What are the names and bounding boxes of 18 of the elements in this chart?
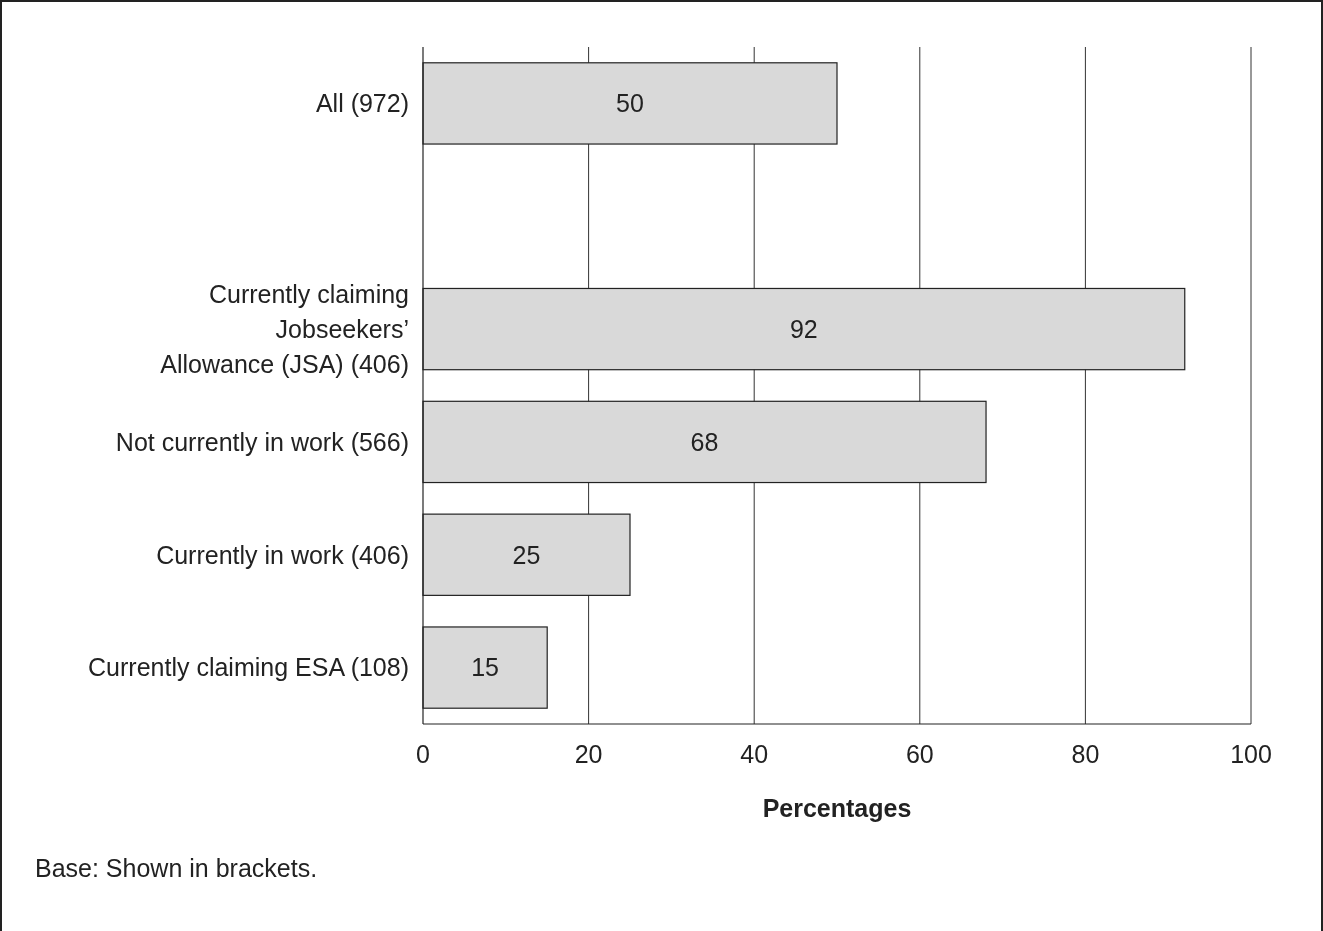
data-label: 50 bbox=[616, 89, 644, 118]
data-label: 25 bbox=[512, 540, 541, 569]
data-label: 15 bbox=[471, 653, 500, 682]
x-tick-label: 80 bbox=[1071, 739, 1100, 768]
y-tick-label: Not currently in work (566) bbox=[115, 427, 409, 456]
x-tick-label: 40 bbox=[740, 739, 769, 768]
x-axis-title: Percentages bbox=[762, 793, 912, 822]
x-tick-label: 100 bbox=[1230, 739, 1272, 768]
y-tick-label: Currently in work (406) bbox=[156, 540, 409, 569]
x-tick-label: 60 bbox=[905, 739, 934, 768]
x-tick-label: 20 bbox=[574, 739, 603, 768]
text: Base: Shown in brackets. bbox=[35, 853, 318, 882]
y-tick-label: Currently claiming Jobseekers’ Allowance (JSA) (406) bbox=[160, 279, 409, 378]
y-tick-label: All (972) bbox=[315, 89, 409, 118]
x-tick-label: 0 bbox=[416, 739, 430, 768]
data-label: 68 bbox=[690, 427, 719, 456]
y-tick-label: Currently claiming ESA (108) bbox=[88, 653, 409, 682]
data-label: 92 bbox=[789, 314, 818, 343]
